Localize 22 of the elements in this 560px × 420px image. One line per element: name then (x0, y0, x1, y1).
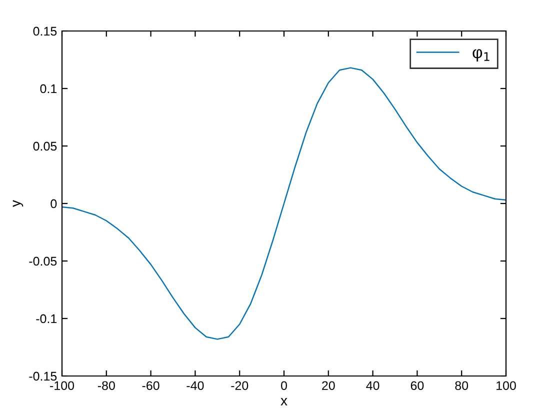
x-tick-label: 40 (366, 381, 380, 390)
x-tick-label: 20 (322, 381, 335, 390)
y-axis-title: y (12, 200, 24, 207)
y-tick-label: 0.05 (33, 142, 57, 151)
y-tick-label: 0.1 (40, 84, 57, 94)
x-tick-label: -100 (50, 381, 74, 390)
x-tick-label: 80 (455, 381, 468, 390)
legend-label: φ$_{1}$ (472, 49, 490, 62)
x-tick-label: 60 (410, 381, 424, 390)
line-series (62, 67, 506, 340)
x-tick-label: 0 (281, 381, 287, 390)
y-tick-label: 0 (50, 199, 57, 208)
x-tick-label: -80 (98, 381, 115, 390)
y-tick-label: -0.15 (29, 372, 57, 381)
x-tick-label: -40 (186, 381, 204, 390)
y-tick-label: -0.05 (29, 256, 57, 266)
x-axis-title: x (280, 398, 288, 406)
y-tick-label: -0.1 (36, 314, 57, 324)
x-tick-label: 100 (496, 381, 516, 390)
x-tick-label: -60 (142, 381, 160, 390)
y-tick-label: 0.15 (33, 26, 57, 36)
x-tick-label: -20 (231, 381, 248, 390)
